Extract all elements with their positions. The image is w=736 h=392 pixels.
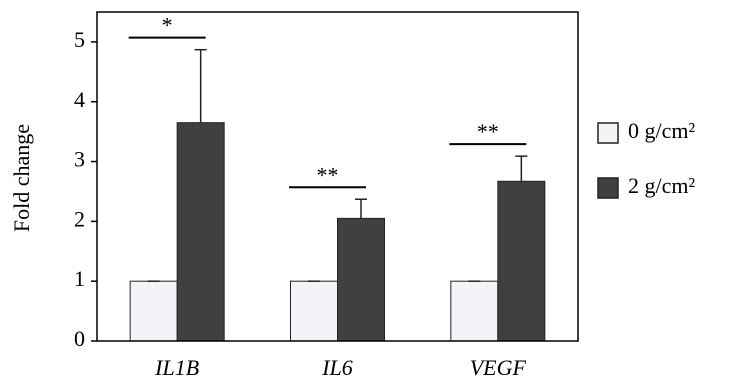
y-tick-label: 2 xyxy=(74,206,85,231)
y-axis-label: Fold change xyxy=(9,124,34,232)
bar xyxy=(498,181,545,341)
bar xyxy=(291,281,338,341)
chart: Fold change 0 1 2 3 4 5 IL1B * IL6 ** VEGF ** 0 g/cm… xyxy=(0,0,736,387)
y-tick-label: 1 xyxy=(74,266,85,291)
y-tick-label: 4 xyxy=(74,87,85,112)
legend-label: 0 g/cm² xyxy=(628,118,695,143)
x-tick-label: IL1B xyxy=(154,355,199,380)
x-tick-label: IL6 xyxy=(321,355,353,380)
legend-swatch xyxy=(598,178,618,198)
significance-label: ** xyxy=(317,162,339,187)
bar xyxy=(338,218,385,341)
legend-label: 2 g/cm² xyxy=(628,173,695,198)
significance-label: * xyxy=(162,13,173,38)
x-tick-label: VEGF xyxy=(470,355,527,380)
bar xyxy=(451,281,498,341)
y-tick-label: 0 xyxy=(74,326,85,351)
y-tick-label: 5 xyxy=(74,27,85,52)
bar xyxy=(130,281,177,341)
legend-swatch xyxy=(598,123,618,143)
y-tick-label: 3 xyxy=(74,147,85,172)
bar xyxy=(177,123,224,341)
significance-label: ** xyxy=(477,119,499,144)
